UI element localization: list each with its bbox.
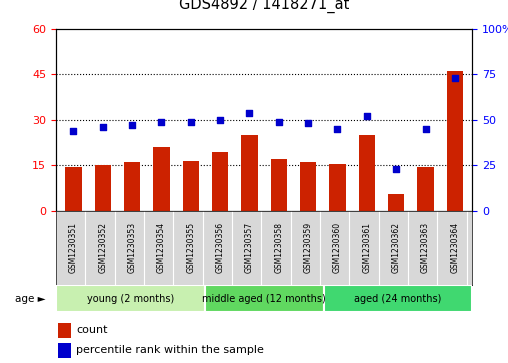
Text: GDS4892 / 1418271_at: GDS4892 / 1418271_at <box>179 0 350 13</box>
Text: GSM1230363: GSM1230363 <box>421 222 430 273</box>
Text: GSM1230360: GSM1230360 <box>333 222 342 273</box>
Bar <box>66 167 82 211</box>
Text: GSM1230356: GSM1230356 <box>216 222 225 273</box>
Point <box>187 119 195 125</box>
Text: GSM1230351: GSM1230351 <box>69 222 78 273</box>
Point <box>333 126 341 132</box>
Bar <box>153 147 170 211</box>
Bar <box>124 162 140 211</box>
Bar <box>183 160 199 211</box>
Bar <box>418 167 433 211</box>
Text: GSM1230359: GSM1230359 <box>304 222 312 273</box>
Point <box>70 128 78 134</box>
Text: GSM1230364: GSM1230364 <box>450 222 459 273</box>
Bar <box>56 285 205 312</box>
Bar <box>324 285 472 312</box>
Text: GSM1230355: GSM1230355 <box>186 222 195 273</box>
Text: age ►: age ► <box>15 294 46 303</box>
Point <box>451 75 459 81</box>
Text: GSM1230354: GSM1230354 <box>157 222 166 273</box>
Bar <box>359 135 375 211</box>
Bar <box>212 152 228 211</box>
Point <box>245 110 253 115</box>
Bar <box>241 135 258 211</box>
Bar <box>95 165 111 211</box>
Bar <box>271 159 287 211</box>
Bar <box>447 72 463 211</box>
Text: aged (24 months): aged (24 months) <box>355 294 442 303</box>
Bar <box>388 194 404 211</box>
Text: GSM1230361: GSM1230361 <box>362 222 371 273</box>
Text: count: count <box>76 325 108 335</box>
Bar <box>329 164 345 211</box>
Point <box>157 119 166 125</box>
Text: middle aged (12 months): middle aged (12 months) <box>202 294 326 303</box>
Point <box>275 119 283 125</box>
Point <box>392 166 400 172</box>
Point <box>216 117 224 123</box>
Text: GSM1230358: GSM1230358 <box>274 222 283 273</box>
Point <box>422 126 430 132</box>
Bar <box>205 285 324 312</box>
Text: GSM1230357: GSM1230357 <box>245 222 254 273</box>
Text: percentile rank within the sample: percentile rank within the sample <box>76 345 264 355</box>
Text: young (2 months): young (2 months) <box>87 294 174 303</box>
Text: GSM1230352: GSM1230352 <box>99 222 107 273</box>
Point <box>363 113 371 119</box>
Point <box>99 124 107 130</box>
Bar <box>300 162 316 211</box>
Text: GSM1230353: GSM1230353 <box>128 222 137 273</box>
Point <box>304 121 312 126</box>
Point <box>128 122 136 128</box>
Text: GSM1230362: GSM1230362 <box>392 222 401 273</box>
